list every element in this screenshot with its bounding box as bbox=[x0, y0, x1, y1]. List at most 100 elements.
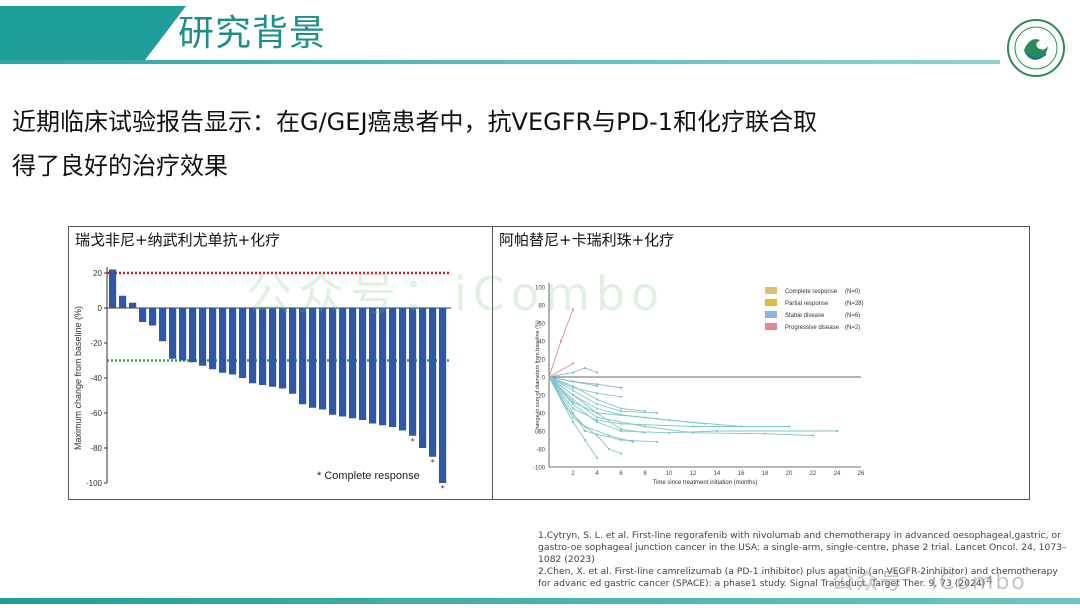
bar bbox=[129, 302, 137, 308]
series-point bbox=[835, 429, 839, 433]
right-chart-panel: 阿帕替尼+卡瑞利珠+化疗 100 80 60 40 20 0 -20 -40 -60 -80 -10… bbox=[492, 226, 1030, 500]
series-point bbox=[571, 308, 575, 311]
bar bbox=[369, 308, 377, 424]
series-point bbox=[691, 425, 695, 428]
y-tick-label: 0 bbox=[542, 376, 546, 382]
series-point bbox=[595, 398, 599, 401]
legend-swatch bbox=[765, 311, 777, 318]
waterfall-chart: 20 0 -20 -40 -60 -80 -100 * * * Maximum change fro… bbox=[73, 267, 451, 493]
legend-label: Stable disease bbox=[785, 313, 825, 319]
page-title: 研究背景 bbox=[178, 13, 327, 54]
series-point bbox=[571, 389, 575, 392]
title-accent-bar bbox=[0, 6, 186, 60]
bar bbox=[279, 308, 287, 389]
series-point bbox=[787, 425, 791, 428]
x-tick-label: 2 bbox=[571, 471, 575, 477]
series-point bbox=[571, 407, 575, 410]
y-tick-label: 100 bbox=[535, 286, 546, 292]
bar bbox=[379, 308, 387, 426]
y-tick-label: -80 bbox=[536, 448, 545, 454]
series-point bbox=[619, 428, 623, 431]
series-point bbox=[595, 419, 599, 422]
series-point bbox=[595, 416, 599, 419]
series-point bbox=[643, 431, 647, 434]
watermark-text: 公众号：iCombo bbox=[246, 267, 666, 321]
series-point bbox=[643, 416, 647, 419]
bar bbox=[139, 308, 147, 322]
series-point bbox=[619, 452, 623, 455]
bar bbox=[169, 308, 177, 359]
bar bbox=[409, 308, 417, 436]
series-point bbox=[571, 393, 575, 397]
series-point bbox=[571, 416, 575, 419]
series-point bbox=[619, 386, 623, 389]
series-point bbox=[811, 434, 815, 437]
series-point bbox=[655, 411, 659, 415]
series-point bbox=[595, 392, 599, 395]
y-tick-label: -40 bbox=[90, 374, 102, 383]
series-point bbox=[667, 431, 671, 434]
legend-swatch bbox=[765, 299, 777, 306]
left-chart-panel: 瑞戈非尼+纳武利尤单抗+化疗 20 0 -20 -40 -60 -80 -100 * * * Max… bbox=[68, 226, 493, 500]
legend-swatch bbox=[765, 287, 777, 294]
y-axis-label: Maximum change from baseline (%) bbox=[73, 306, 83, 450]
y-tick-label: 20 bbox=[93, 269, 102, 278]
x-tick-label: 16 bbox=[738, 471, 745, 477]
intro-line-1: 近期临床试验报告显示：在G/GEJ癌患者中，抗VEGFR与PD-1和化疗联合取 bbox=[12, 108, 818, 136]
bar bbox=[249, 308, 257, 384]
series-point bbox=[643, 425, 647, 428]
x-tick-label: 10 bbox=[666, 471, 673, 477]
x-tick-label: 12 bbox=[690, 471, 697, 477]
series-line bbox=[548, 367, 598, 378]
series-point bbox=[571, 386, 575, 389]
y-tick-label: -100 bbox=[86, 479, 103, 488]
series-point bbox=[571, 398, 575, 401]
right-panel-title: 阿帕替尼+卡瑞利珠+化疗 bbox=[499, 231, 675, 249]
series-point bbox=[619, 438, 623, 442]
series-point bbox=[631, 440, 635, 443]
y-tick-label: 60 bbox=[538, 322, 545, 328]
bar bbox=[179, 308, 187, 361]
series-point bbox=[571, 401, 575, 404]
series-point bbox=[619, 410, 623, 413]
reference-2: 2.Chen, X. et al. First-line camrelizuma… bbox=[538, 566, 1058, 589]
footer-accent-bar bbox=[0, 598, 1080, 604]
legend-label: Progressive disease bbox=[785, 325, 840, 331]
series-line bbox=[548, 376, 598, 459]
series-point bbox=[619, 395, 623, 398]
institution-emblem-icon bbox=[1007, 19, 1065, 77]
corner-watermark: 公众号 · iCombo bbox=[832, 570, 1027, 595]
series-point bbox=[643, 410, 647, 413]
series-point bbox=[583, 429, 587, 433]
y-tick-label: -40 bbox=[536, 412, 545, 418]
series-point bbox=[595, 456, 599, 460]
bar bbox=[239, 308, 247, 378]
y-tick-label: -20 bbox=[90, 339, 102, 348]
bar bbox=[109, 269, 117, 308]
y-tick-label: -80 bbox=[90, 444, 102, 453]
y-tick-label: -100 bbox=[533, 466, 546, 472]
series-point bbox=[571, 380, 575, 383]
legend-label: Complete response bbox=[785, 289, 838, 295]
y-tick-label: 0 bbox=[98, 304, 103, 313]
title-divider bbox=[0, 60, 1000, 64]
y-tick-label: 80 bbox=[538, 304, 545, 310]
y-tick-label: -20 bbox=[536, 394, 545, 400]
bar bbox=[389, 308, 397, 427]
bar bbox=[119, 295, 127, 308]
intro-line-2: 得了良好的治疗效果 bbox=[12, 152, 228, 180]
series-point bbox=[595, 411, 599, 415]
y-tick-label: 20 bbox=[538, 358, 545, 364]
bar bbox=[189, 308, 197, 363]
series-point bbox=[763, 432, 767, 435]
series-point bbox=[715, 429, 719, 433]
bar bbox=[269, 308, 277, 387]
bar bbox=[329, 308, 337, 415]
series-point bbox=[595, 407, 599, 410]
bar bbox=[359, 308, 367, 420]
x-tick-label: 24 bbox=[834, 471, 841, 477]
series-line bbox=[548, 363, 574, 378]
series-line bbox=[548, 376, 622, 398]
bar bbox=[259, 308, 267, 385]
series-point bbox=[655, 440, 659, 443]
